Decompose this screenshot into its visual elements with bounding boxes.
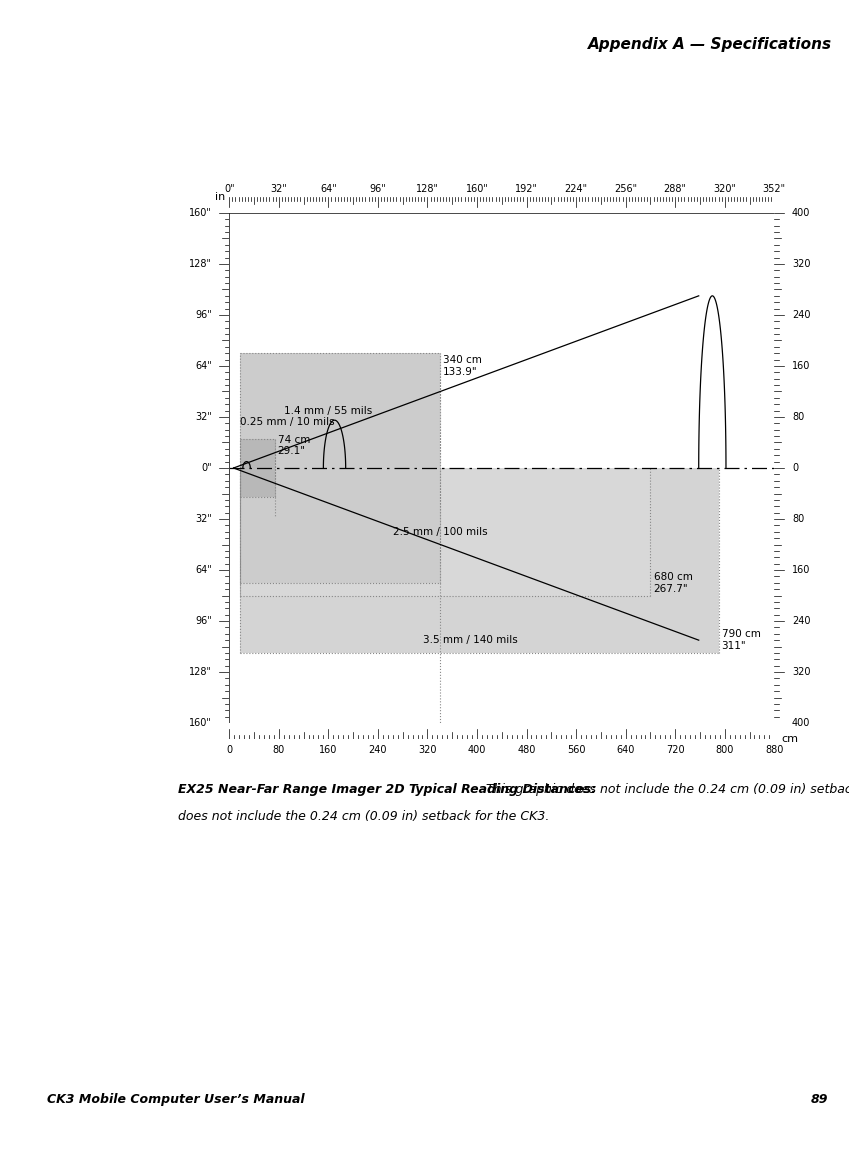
Text: 32": 32": [195, 514, 212, 524]
Text: 640: 640: [616, 744, 635, 755]
Text: 240: 240: [368, 744, 387, 755]
Text: 0": 0": [224, 184, 234, 194]
Text: 400: 400: [792, 718, 810, 728]
Text: 160: 160: [792, 565, 810, 574]
Text: 64": 64": [320, 184, 337, 194]
Text: 0: 0: [226, 744, 233, 755]
Text: 400: 400: [468, 744, 486, 755]
Text: 320: 320: [792, 667, 811, 677]
Text: 128": 128": [416, 184, 439, 194]
Text: 352": 352": [762, 184, 786, 194]
Text: 1.4 mm / 55 mils: 1.4 mm / 55 mils: [284, 406, 373, 415]
Text: 880: 880: [765, 744, 784, 755]
Text: 160": 160": [189, 208, 212, 218]
Bar: [239, 353, 440, 583]
Text: 160": 160": [465, 184, 488, 194]
Bar: [221, 459, 229, 477]
Text: 160: 160: [792, 362, 810, 371]
Text: 320: 320: [419, 744, 436, 755]
Text: 680 cm
267.7": 680 cm 267.7": [654, 572, 693, 593]
Text: 64": 64": [195, 362, 212, 371]
Text: 2.5 mm / 100 mils: 2.5 mm / 100 mils: [392, 526, 487, 537]
Bar: [239, 439, 275, 497]
Text: 160: 160: [319, 744, 338, 755]
Bar: [239, 468, 650, 596]
Text: 128": 128": [188, 259, 212, 269]
Text: cm: cm: [781, 735, 798, 744]
Text: 74 cm
29.1": 74 cm 29.1": [278, 435, 310, 456]
Bar: [239, 468, 718, 653]
Text: 3.5 mm / 140 mils: 3.5 mm / 140 mils: [424, 635, 518, 645]
Text: 480: 480: [517, 744, 536, 755]
Text: CK3 Mobile Computer User’s Manual: CK3 Mobile Computer User’s Manual: [47, 1093, 304, 1106]
Text: 160": 160": [189, 718, 212, 728]
Text: 80: 80: [792, 412, 804, 422]
Text: Appendix A — Specifications: Appendix A — Specifications: [588, 37, 832, 53]
Text: 96": 96": [195, 617, 212, 626]
Text: 320: 320: [792, 259, 811, 269]
Text: 32": 32": [195, 412, 212, 422]
Text: 320": 320": [713, 184, 736, 194]
Text: in: in: [215, 192, 225, 201]
Text: 400: 400: [792, 208, 810, 218]
Text: 80: 80: [273, 744, 285, 755]
Text: 80: 80: [792, 514, 804, 524]
Text: 32": 32": [270, 184, 287, 194]
Text: 89: 89: [810, 1093, 828, 1106]
Text: 0: 0: [792, 463, 798, 473]
Text: 0": 0": [201, 463, 212, 473]
Text: This graphic does not include the 0.24 cm (0.09 in) setback for the CK3.: This graphic does not include the 0.24 c…: [482, 783, 849, 796]
Text: 800: 800: [716, 744, 734, 755]
Text: 224": 224": [565, 184, 588, 194]
Text: 256": 256": [614, 184, 638, 194]
Text: 560: 560: [567, 744, 585, 755]
Text: EX25 Near-Far Range Imager 2D Typical Reading Distances:: EX25 Near-Far Range Imager 2D Typical Re…: [178, 783, 597, 796]
Text: 96": 96": [195, 310, 212, 319]
Text: 96": 96": [369, 184, 386, 194]
Text: 720: 720: [666, 744, 684, 755]
Text: 288": 288": [664, 184, 687, 194]
Text: 340 cm
133.9": 340 cm 133.9": [443, 356, 481, 377]
Text: 0.25 mm / 10 mils: 0.25 mm / 10 mils: [239, 417, 335, 427]
Text: 240: 240: [792, 310, 811, 319]
Text: 192": 192": [515, 184, 538, 194]
Text: 64": 64": [195, 565, 212, 574]
Text: does not include the 0.24 cm (0.09 in) setback for the CK3.: does not include the 0.24 cm (0.09 in) s…: [178, 810, 549, 823]
Text: 128": 128": [188, 667, 212, 677]
Text: 240: 240: [792, 617, 811, 626]
Text: 790 cm
311": 790 cm 311": [722, 629, 761, 651]
